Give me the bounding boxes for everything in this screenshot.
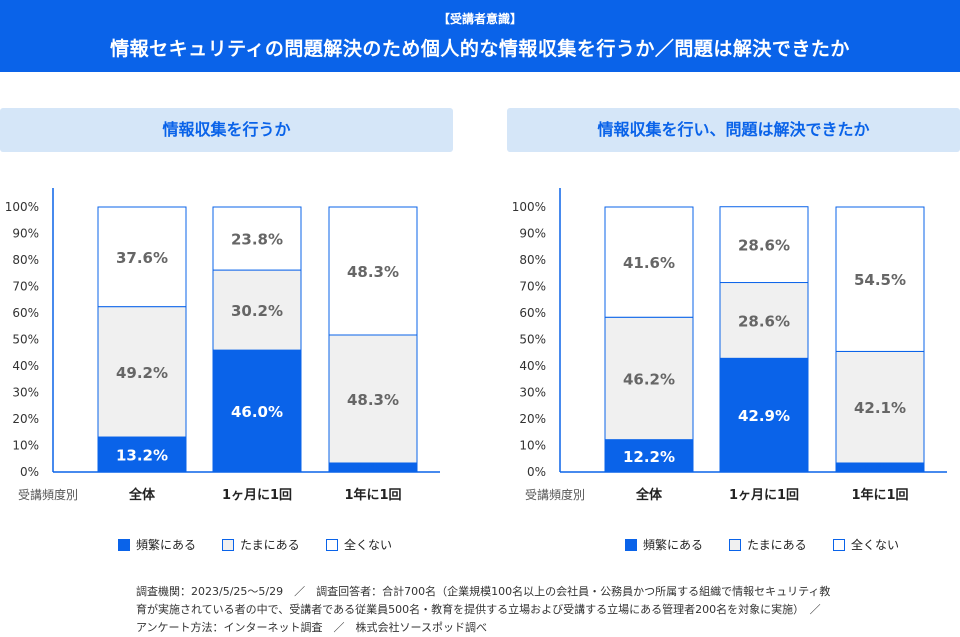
legend-swatch-frequent — [625, 539, 637, 551]
bar-segment — [328, 334, 418, 464]
legend-label-frequent: 頻繁にある — [136, 538, 197, 552]
header-banner: 【受講者意識】 情報セキュリティの問題解決のため個人的な情報収集を行うか／問題は… — [0, 0, 960, 72]
y-tick-label: 0% — [20, 465, 39, 479]
y-tick-label: 0% — [527, 465, 546, 479]
legend-label-frequent: 頻繁にある — [643, 538, 704, 552]
data-label: 28.6% — [738, 237, 790, 255]
legend-swatch-sometimes — [222, 539, 234, 551]
legend-label-sometimes: たまにある — [240, 538, 300, 552]
bar-segment — [97, 436, 187, 473]
y-tick-label: 90% — [519, 227, 546, 241]
x-category-label: 1ヶ月に1回 — [222, 488, 292, 503]
legend-item-frequent: 頻繁にある — [625, 536, 703, 553]
bar-segment — [604, 206, 694, 318]
y-tick-label: 90% — [12, 227, 39, 241]
bar-segment — [719, 282, 809, 359]
bar-segment — [328, 206, 418, 336]
legend-label-sometimes: たまにある — [747, 538, 807, 552]
y-tick-label: 100% — [512, 200, 546, 214]
y-tick-label: 50% — [519, 333, 546, 347]
x-category-label: 1年に1回 — [344, 487, 401, 503]
x-category-label: 全体 — [128, 487, 156, 503]
legend-item-frequent: 頻繁にある — [118, 536, 196, 553]
legend-left: 頻繁にある たまにある 全くない — [0, 536, 460, 552]
bar-segment — [835, 350, 925, 464]
legend-swatch-never — [833, 539, 845, 551]
bar-segment — [719, 357, 809, 473]
data-label: 30.2% — [231, 302, 283, 320]
y-tick-label: 30% — [12, 386, 39, 400]
y-tick-label: 20% — [12, 412, 39, 426]
y-tick-label: 70% — [12, 280, 39, 294]
y-tick-label: 60% — [519, 306, 546, 320]
data-label: 48.3% — [347, 263, 399, 281]
bar-segment — [719, 206, 809, 284]
legend-item-never: 全くない — [833, 536, 899, 553]
data-label: 42.9% — [738, 407, 790, 425]
x-category-label: 1年に1回 — [851, 487, 908, 503]
data-label: 12.2% — [623, 448, 675, 466]
x-axis-name: 受講頻度別 — [525, 487, 585, 502]
data-label: 42.1% — [854, 399, 906, 417]
data-label: 13.2% — [116, 447, 168, 465]
y-tick-label: 70% — [519, 280, 546, 294]
data-label: 37.6% — [116, 249, 168, 267]
chart-1-title: 情報収集を行うか — [0, 108, 453, 152]
bar-segment — [212, 349, 302, 473]
y-tick-label: 30% — [519, 386, 546, 400]
x-category-label: 1ヶ月に1回 — [729, 488, 799, 503]
chart-2: 0% 10% 20% 30% 40% 50% 60% 70% 80% 90% 100% 12.2% 46… — [512, 188, 947, 503]
bar-segment — [835, 206, 925, 352]
page-title: 情報セキュリティの問題解決のため個人的な情報収集を行うか／問題は解決できたか — [110, 38, 850, 60]
chart-2-title: 情報収集を行い、問題は解決できたか — [507, 108, 960, 152]
legend-label-never: 全くない — [344, 538, 393, 552]
x-category-label: 全体 — [635, 487, 663, 503]
y-tick-label: 60% — [12, 306, 39, 320]
data-label: 49.2% — [116, 364, 168, 382]
footnote: 調査機関：2023/5/25〜5/29 ／ 調査回答者：合計700名（企業規模1… — [136, 585, 832, 634]
y-tick-label: 50% — [12, 333, 39, 347]
bar-segment — [212, 206, 302, 271]
data-label: 23.8% — [231, 231, 283, 249]
y-tick-label: 40% — [12, 359, 39, 373]
y-tick-label: 20% — [519, 412, 546, 426]
header-subtitle: 【受講者意識】 — [437, 12, 522, 26]
y-tick-label: 100% — [5, 200, 39, 214]
legend-right: 頻繁にある たまにある 全くない — [507, 536, 960, 552]
bar-segment — [97, 206, 187, 308]
data-label: 28.6% — [738, 312, 790, 330]
bar-segment — [212, 269, 302, 351]
data-label: 46.2% — [623, 370, 675, 388]
y-tick-label: 80% — [519, 253, 546, 267]
y-tick-label: 10% — [519, 439, 546, 453]
data-label: 46.0% — [231, 403, 283, 421]
y-tick-label: 40% — [519, 359, 546, 373]
legend-swatch-frequent — [118, 539, 130, 551]
chart-1: 0% 10% 20% 30% 40% 50% 60% 70% 80% 90% 100% 13.2% 49… — [5, 188, 440, 503]
legend-item-sometimes: たまにある — [729, 536, 807, 553]
bar-segment — [604, 316, 694, 441]
y-tick-label: 80% — [12, 253, 39, 267]
legend-swatch-never — [326, 539, 338, 551]
data-label: 48.3% — [347, 391, 399, 409]
data-label: 41.6% — [623, 254, 675, 272]
y-tick-label: 10% — [12, 439, 39, 453]
legend-label-never: 全くない — [851, 538, 900, 552]
x-axis-name: 受講頻度別 — [18, 487, 78, 502]
legend-item-never: 全くない — [326, 536, 392, 553]
legend-swatch-sometimes — [729, 539, 741, 551]
legend-item-sometimes: たまにある — [222, 536, 300, 553]
data-label: 54.5% — [854, 271, 906, 289]
